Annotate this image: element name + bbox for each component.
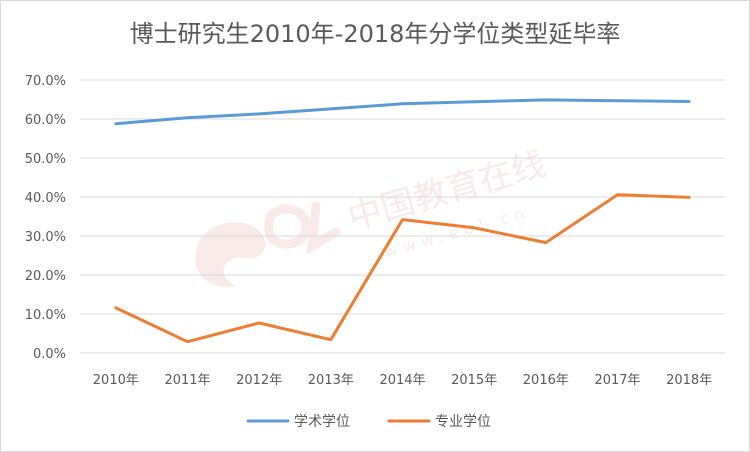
x-tick-label: 2011年: [164, 373, 210, 388]
y-tick-label: 60.0%: [25, 113, 66, 128]
y-tick-label: 70.0%: [25, 74, 66, 89]
y-tick-label: 40.0%: [25, 191, 66, 206]
watermark-logo: 中国教育在线 www.eol.cn: [195, 144, 551, 287]
x-tick-label: 2013年: [308, 373, 354, 388]
y-tick-label: 20.0%: [25, 269, 66, 284]
chart-title: 博士研究生2010年-2018年分学位类型延毕率: [129, 20, 621, 48]
y-tick-label: 10.0%: [25, 308, 66, 323]
series-line-2: [114, 193, 691, 344]
y-tick-label: 50.0%: [25, 152, 66, 167]
y-tick-label: 0.0%: [33, 347, 66, 362]
series-line-1: [114, 98, 691, 126]
x-tick-label: 2017年: [594, 373, 640, 388]
legend-label: 学术学位: [294, 414, 350, 430]
legend-label: 专业学位: [435, 414, 491, 430]
x-tick-label: 2016年: [523, 373, 569, 388]
y-tick-label: 30.0%: [25, 230, 66, 245]
x-tick-label: 2018年: [666, 373, 712, 388]
x-tick-label: 2015年: [451, 373, 497, 388]
x-tick-label: 2014年: [379, 373, 425, 388]
x-tick-label: 2012年: [236, 373, 282, 388]
x-tick-label: 2010年: [93, 373, 139, 388]
